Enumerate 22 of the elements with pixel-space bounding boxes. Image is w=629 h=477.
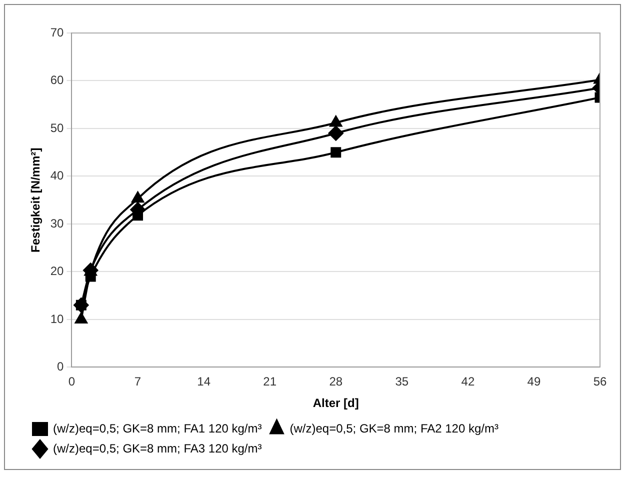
x-axis-title: Alter [d] <box>312 396 359 410</box>
y-tick-label: 20 <box>50 264 64 278</box>
x-tick-label: 14 <box>197 374 211 389</box>
x-tick-label: 7 <box>134 374 142 389</box>
legend-label: (w/z)eq=0,5; GK=8 mm; FA1 120 kg/m³ <box>53 421 262 436</box>
y-tick-label: 70 <box>50 25 64 40</box>
y-tick-label: 50 <box>50 120 64 135</box>
y-tick-label: 40 <box>50 168 64 183</box>
y-tick-label: 10 <box>50 312 64 326</box>
legend-label: (w/z)eq=0,5; GK=8 mm; FA3 120 kg/m³ <box>53 441 262 456</box>
x-tick-label: 35 <box>395 374 409 389</box>
x-tick-label: 42 <box>461 374 475 389</box>
x-tick-label: 56 <box>593 374 607 389</box>
y-axis-title: Festigkeit [N/mm²] <box>28 148 43 252</box>
x-tick-label: 28 <box>329 374 343 389</box>
x-tick-label: 0 <box>68 374 76 389</box>
x-tick-label: 21 <box>263 374 277 389</box>
y-tick-label: 0 <box>57 360 64 374</box>
y-tick-label: 30 <box>50 216 64 230</box>
x-tick-label: 49 <box>527 374 541 389</box>
legend-label: (w/z)eq=0,5; GK=8 mm; FA2 120 kg/m³ <box>290 421 498 436</box>
y-tick-label: 60 <box>50 73 64 88</box>
